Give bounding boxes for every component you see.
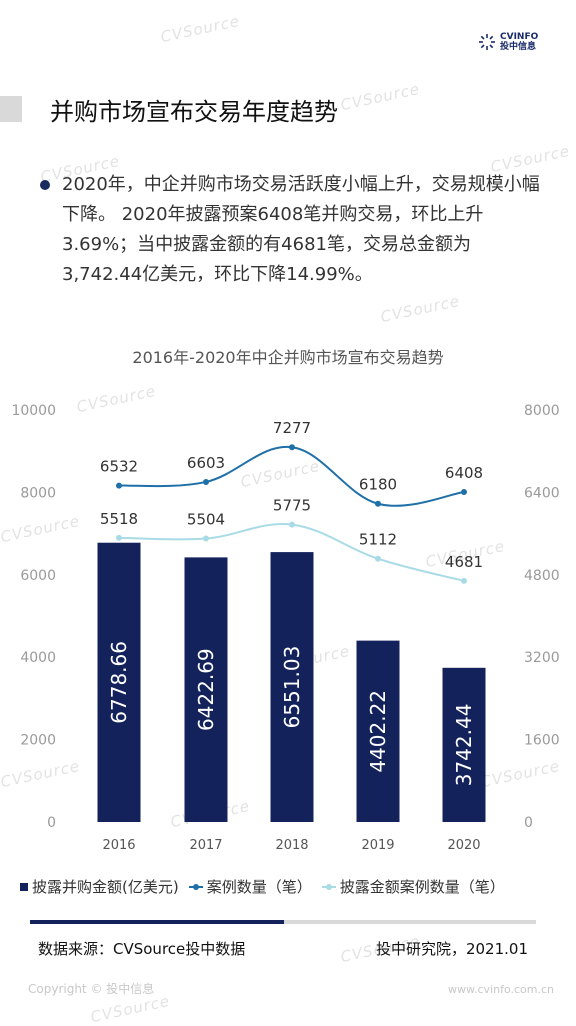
y-tick-right-label: 6400 (524, 485, 560, 501)
line-data-label: 5504 (187, 511, 225, 529)
series-point (116, 482, 122, 489)
bar (270, 552, 314, 822)
y-tick-right-label: 3200 (524, 650, 560, 666)
x-tick-label: 2020 (447, 838, 480, 853)
line-data-label: 6603 (187, 454, 225, 472)
data-source: 数据来源：CVSource投中数据 (38, 940, 246, 958)
series-point (461, 488, 467, 495)
bar-data-label: 6551.03 (280, 646, 304, 729)
bar-data-label: 4402.22 (366, 690, 390, 773)
series-point (289, 521, 295, 528)
y-tick-right-label: 1600 (524, 733, 560, 749)
page-title: 并购市场宣布交易年度趋势 (50, 98, 338, 126)
divider-dark (30, 920, 284, 924)
line-data-label: 6180 (359, 476, 397, 494)
chart-title: 2016年-2020年中企并购市场宣布交易趋势 (132, 348, 444, 367)
summary-bullet: 2020年，中企并购市场交易活跃度小幅上升，交易规模小幅下降。 2020年披露预… (40, 170, 550, 290)
y-tick-right-label: 8000 (524, 403, 560, 419)
legend-item-amount: 披露并购金额(亿美元) (20, 876, 179, 897)
publisher: 投中研究院，2021.01 (375, 940, 528, 958)
y-tick-left-label: 10000 (11, 403, 56, 419)
legend-item-disclosed-cases: 披露金额案例数量（笔） (321, 876, 505, 897)
x-tick-label: 2019 (361, 838, 394, 853)
legend-label-amount: 披露并购金额(亿美元) (32, 878, 179, 896)
y-tick-left-label: 4000 (20, 650, 56, 666)
line-data-label: 4681 (445, 553, 483, 571)
series-point (289, 444, 295, 451)
series-point (203, 478, 209, 485)
cvinfo-logo-icon (479, 34, 495, 50)
trend-chart: 0 2000 4000 6000 8000 10000 0 1600 3200 4800 6400 8… (11, 403, 560, 853)
logo-text-top: CVINFO (500, 32, 539, 42)
series-point (116, 534, 122, 541)
x-tick-label: 2016 (102, 838, 135, 853)
title-accent-bar (0, 96, 22, 122)
line-data-label: 6408 (445, 464, 483, 482)
bar (184, 557, 228, 822)
series-point (203, 535, 209, 542)
y-tick-left-label: 0 (47, 815, 56, 831)
bar-data-label: 6778.66 (107, 641, 131, 724)
y-tick-right-label: 4800 (524, 568, 560, 584)
series-point (375, 555, 381, 562)
copyright: Copyright © 投中信息 (28, 982, 155, 996)
bullet-dot-icon (40, 180, 50, 190)
legend-label-disclosed-cases: 披露金额案例数量（笔） (339, 878, 505, 896)
bar-data-label: 6422.69 (194, 648, 218, 731)
legend-item-cases: 案例数量（笔） (188, 876, 312, 897)
site-url: www.cvinfo.com.cn (448, 983, 554, 996)
chart-legend: 披露并购金额(亿美元) 案例数量（笔） 披露金额案例数量（笔） (20, 876, 560, 897)
line-data-label: 7277 (273, 419, 311, 437)
y-tick-left-label: 2000 (20, 733, 56, 749)
series-point (375, 500, 381, 507)
y-tick-left-label: 6000 (20, 568, 56, 584)
y-tick-right-label: 0 (524, 815, 533, 831)
bar (97, 542, 141, 822)
line-data-label: 5112 (359, 531, 397, 549)
x-tick-label: 2018 (275, 838, 308, 853)
legend-square-icon (20, 882, 28, 891)
x-tick-label: 2017 (189, 838, 222, 853)
y-tick-left-label: 8000 (20, 485, 56, 501)
bar-data-label: 3742.44 (452, 704, 476, 787)
divider-light (284, 920, 536, 924)
line-data-label: 6532 (100, 458, 138, 476)
watermark: CVSource (339, 79, 422, 115)
legend-label-cases: 案例数量（笔） (206, 878, 312, 896)
line-data-label: 5518 (100, 510, 138, 528)
legend-line-icon (188, 883, 203, 890)
logo-text-bottom: 投中信息 (500, 42, 537, 52)
brand-logo: CVINFO 投中信息 (478, 32, 538, 52)
bar (356, 640, 400, 822)
bar (442, 667, 486, 822)
watermark: CVSource (379, 291, 462, 327)
legend-line-icon (321, 883, 336, 890)
summary-text: 2020年，中企并购市场交易活跃度小幅上升，交易规模小幅下降。 2020年披露预… (62, 174, 540, 285)
series-point (461, 577, 467, 584)
line-data-label: 5775 (273, 497, 311, 515)
watermark: CVSource (159, 11, 242, 47)
